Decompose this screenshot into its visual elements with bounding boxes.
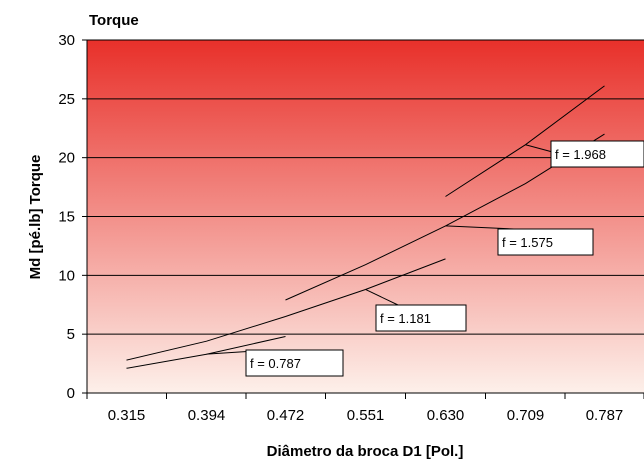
series-label: f = 1.181 — [380, 311, 431, 326]
y-tick-label: 20 — [58, 150, 75, 167]
y-axis-title: Md [pé.lb] Torque — [27, 155, 44, 280]
callout-box — [375, 304, 467, 332]
x-tick-label: 0.551 — [347, 407, 385, 424]
series-labels: f = 0.787 f = 1.181 f = 1.575 f = 1.968 — [206, 140, 644, 377]
x-axis-title: Diâmetro da broca D1 [Pol.] — [267, 443, 464, 460]
y-tick-label: 5 — [67, 326, 75, 343]
y-tick-label: 25 — [58, 91, 75, 108]
series-line-3 — [445, 85, 605, 197]
y-tick-label: 10 — [58, 267, 75, 284]
callout-box — [245, 349, 344, 377]
series-label: f = 1.575 — [502, 235, 553, 250]
callout-leader — [365, 289, 399, 306]
series-line-1 — [126, 258, 446, 361]
y-tick-label: 15 — [58, 209, 75, 226]
y-axis-ticks: 0 5 10 15 20 25 30 — [58, 32, 87, 402]
series-label: f = 0.787 — [250, 356, 301, 371]
x-tick-label: 0.709 — [507, 407, 545, 424]
chart-title: Torque — [89, 12, 139, 29]
gridlines — [87, 39, 644, 335]
callout-box — [550, 140, 644, 168]
callout-box — [497, 228, 594, 256]
x-tick-label: 0.472 — [267, 407, 305, 424]
x-tick-label: 0.394 — [188, 407, 226, 424]
series-line-0 — [126, 336, 286, 369]
x-tick-label: 0.787 — [586, 407, 624, 424]
x-tick-label: 0.630 — [427, 407, 465, 424]
x-tick-label: 0.315 — [108, 407, 146, 424]
series-label: f = 1.968 — [555, 147, 606, 162]
y-tick-label: 30 — [58, 32, 75, 49]
series-lines — [126, 85, 605, 369]
y-tick-label: 0 — [67, 385, 75, 402]
callout-leader — [445, 225, 515, 230]
x-axis-ticks: 0.315 0.394 0.472 0.551 0.630 0.709 0.787 — [86, 393, 644, 424]
